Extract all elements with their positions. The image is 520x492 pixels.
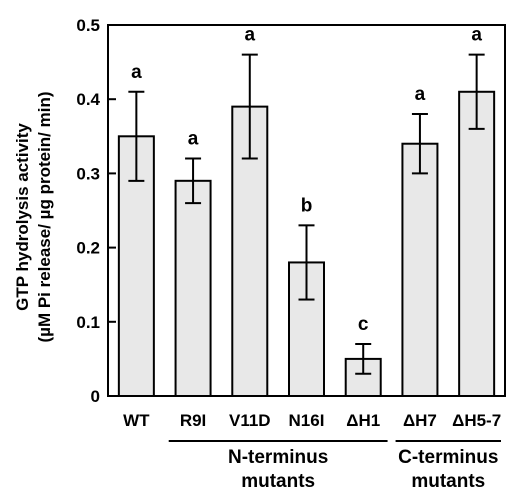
- significance-label: a: [188, 129, 199, 150]
- y-tick-label: 0.4: [76, 90, 100, 109]
- plot-area: 0 0.1 0.2 0.3 0.4 0.5 a WT a R9I a V11D b N16I c ΔH1 a ΔH…: [76, 16, 506, 492]
- category-label: ΔH1: [346, 411, 380, 430]
- group-label-line1: N-terminus: [228, 447, 328, 468]
- category-label: ΔH7: [403, 411, 437, 430]
- y-axis-title-line1: GTP hydrolysis activity: [13, 123, 32, 311]
- bar: [458, 90, 496, 397]
- bar: [174, 179, 212, 397]
- significance-label: c: [358, 314, 369, 335]
- y-tick-label: 0: [91, 387, 100, 406]
- y-tick-label: 0.1: [76, 313, 100, 332]
- group-label-line2: mutants: [411, 471, 485, 492]
- y-tick-label: 0.3: [76, 164, 100, 183]
- y-axis-title-line2: (µM Pi release/ µg protein/ min): [35, 91, 54, 342]
- significance-label: a: [415, 84, 426, 105]
- significance-label: a: [244, 25, 255, 46]
- category-label: ΔH5-7: [452, 411, 501, 430]
- group-label-line1: C-terminus: [398, 447, 498, 468]
- category-label: R9I: [180, 411, 206, 430]
- significance-label: a: [471, 25, 482, 46]
- y-tick-label: 0.2: [76, 239, 100, 258]
- y-axis-title: GTP hydrolysis activity (µM Pi release/ …: [13, 91, 54, 342]
- category-label: N16I: [289, 411, 325, 430]
- group-label-line2: mutants: [241, 471, 315, 492]
- category-label: V11D: [229, 411, 271, 430]
- category-label: WT: [123, 411, 150, 430]
- y-tick-label: 0.5: [76, 16, 100, 35]
- significance-label: b: [301, 195, 313, 216]
- bar: [401, 142, 439, 397]
- significance-label: a: [131, 62, 142, 83]
